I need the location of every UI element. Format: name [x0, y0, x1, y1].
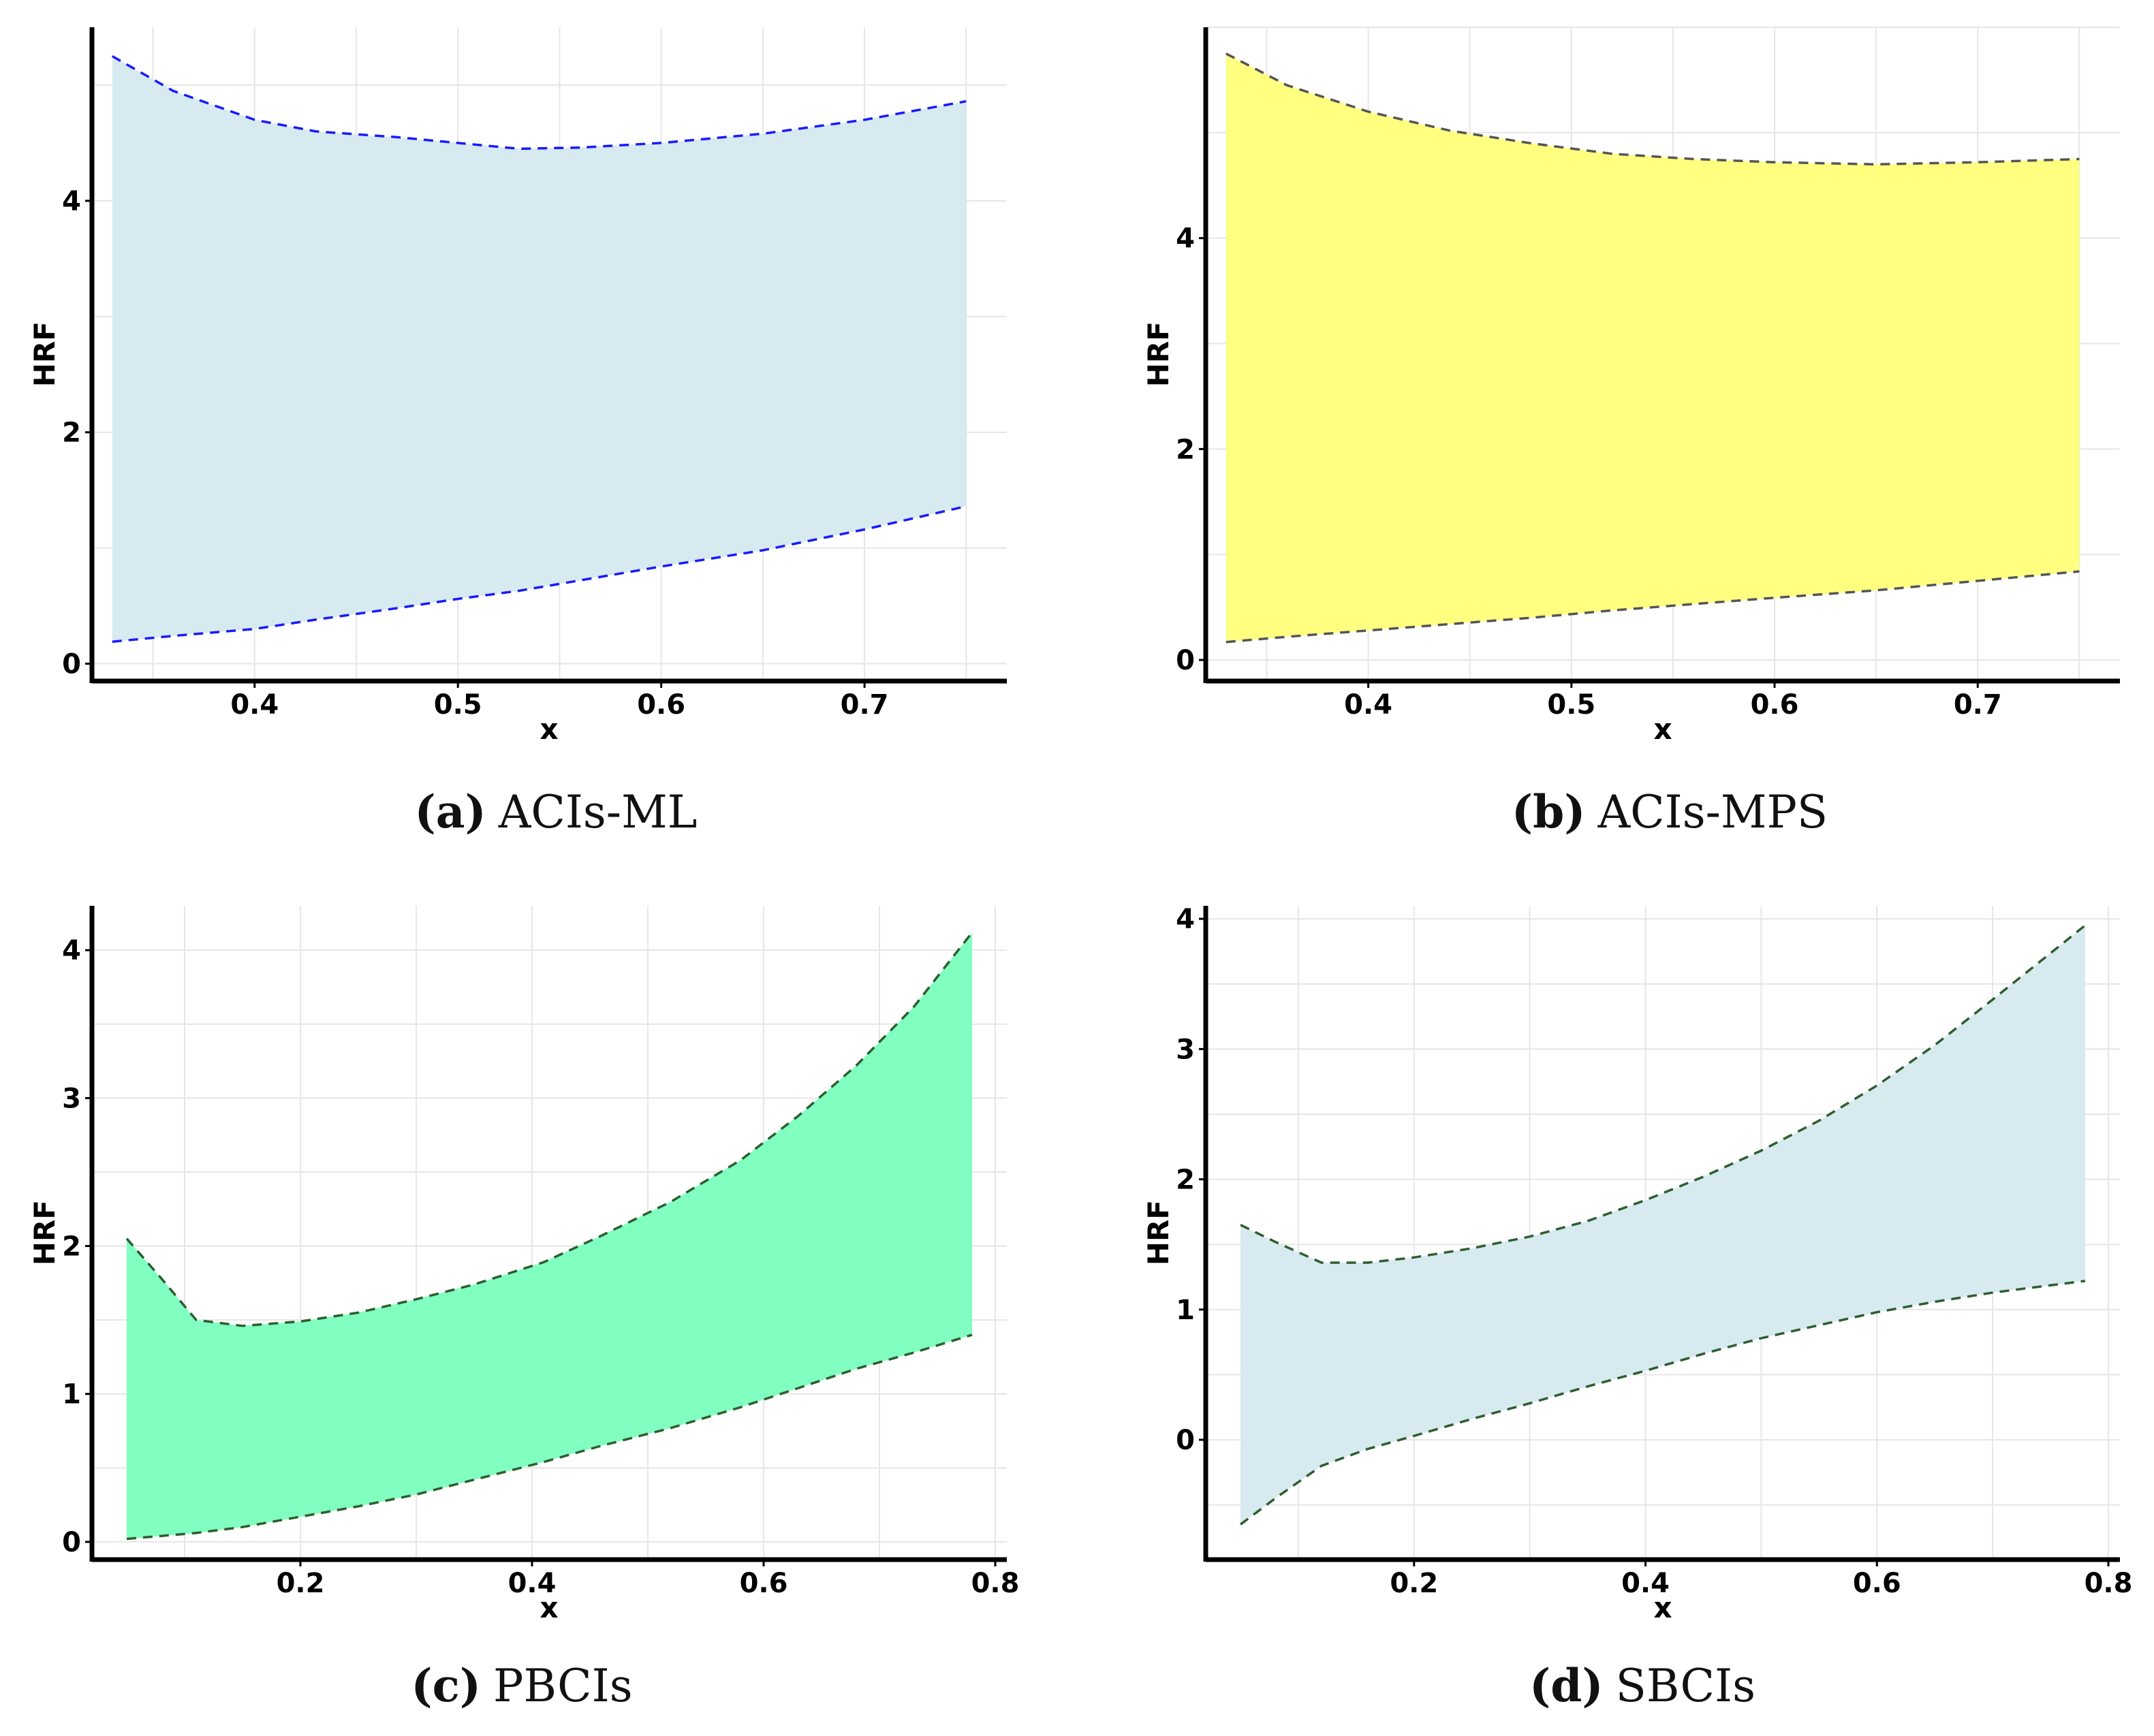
panel-a-ytick-label-1: 2	[62, 417, 81, 449]
panel-a-xtick-label-3: 0.7	[841, 689, 889, 721]
panel-b-confidence-band	[1226, 53, 2080, 642]
panel-c-xtick-label-3: 0.8	[971, 1568, 1020, 1599]
panel-c-caption-text: PBCIs	[493, 1660, 633, 1712]
panel-b: 0.4 0.5 0.6 0.7 0 2 4 x HRF (b) ACIs-MPS	[1142, 27, 2120, 838]
panel-c-xlabel: x	[540, 1591, 558, 1624]
panel-d-lower-bound-line	[1239, 1280, 2086, 1526]
panel-b-ytick-label-0: 0	[1176, 645, 1195, 676]
panel-d: 0.2 0.4 0.6 0.8 0 1 2 3 4 x HRF (d) SBCIs	[1142, 904, 2132, 1712]
panel-c-ticks: 0.2 0.4 0.6 0.8 0 1 2 3 4	[62, 935, 1019, 1599]
panel-d-ylabel: HRF	[1142, 1200, 1175, 1265]
panel-a: 0.4 0.5 0.6 0.7 0 2 4 x HRF (a) ACIs-ML	[28, 27, 1007, 838]
panel-b-xtick-label-1: 0.5	[1547, 689, 1595, 721]
panel-b-ytick-label-2: 4	[1176, 223, 1195, 255]
panel-c-lower-bound-line	[126, 1333, 973, 1541]
panel-a-caption: (a) ACIs-ML	[414, 785, 697, 838]
panel-a-confidence-band	[112, 56, 967, 642]
panel-c-ytick-label-4: 4	[62, 935, 81, 966]
panel-d-caption: (d) SBCIs	[1529, 1659, 1755, 1712]
panel-c-ytick-label-3: 3	[62, 1083, 81, 1114]
panel-b-upper-bound-line	[1225, 52, 2080, 166]
panel-a-xtick-label-1: 0.5	[434, 689, 482, 721]
panel-a-ytick-label-2: 4	[62, 186, 81, 217]
panel-d-ytick-label-0: 0	[1176, 1425, 1195, 1456]
panel-d-ytick-label-4: 4	[1176, 904, 1195, 935]
panel-b-xlabel: x	[1653, 712, 1672, 746]
panel-c-xtick-label-1: 0.4	[508, 1568, 557, 1599]
panel-c-caption: (c) PBCIs	[411, 1659, 632, 1712]
panel-b-ylabel: HRF	[1142, 321, 1175, 387]
panel-d-caption-text: SBCIs	[1616, 1660, 1755, 1712]
panel-d-ytick-label-3: 3	[1176, 1034, 1195, 1065]
panel-c-ylabel: HRF	[28, 1200, 61, 1265]
panel-a-xtick-label-2: 0.6	[637, 689, 685, 721]
panel-c-upper-bound-line	[125, 932, 973, 1327]
panel-c-ytick-label-1: 1	[62, 1379, 81, 1410]
panel-d-caption-letter: (d)	[1529, 1659, 1604, 1712]
panel-c-caption-letter: (c)	[411, 1659, 481, 1712]
panel-d-ytick-label-1: 1	[1176, 1295, 1195, 1326]
panel-b-ticks: 0.4 0.5 0.6 0.7 0 2 4	[1176, 223, 2002, 721]
panel-c-xtick-label-2: 0.6	[740, 1568, 788, 1599]
panel-b-xtick-label-3: 0.7	[1954, 689, 2002, 721]
panel-c-ytick-label-0: 0	[62, 1527, 81, 1558]
panel-b-xtick-label-2: 0.6	[1751, 689, 1799, 721]
panel-b-caption-text: ACIs-MPS	[1597, 786, 1828, 838]
panel-a-lower-bound-line	[112, 505, 967, 643]
panel-d-ticks: 0.2 0.4 0.6 0.8 0 1 2 3 4	[1176, 904, 2132, 1599]
panel-d-xlabel: x	[1653, 1591, 1672, 1624]
panel-a-caption-text: ACIs-ML	[498, 786, 698, 838]
panel-b-caption-letter: (b)	[1512, 785, 1586, 838]
panel-d-xtick-label-0: 0.2	[1390, 1568, 1438, 1599]
panel-a-ylabel: HRF	[28, 321, 61, 387]
panel-a-xtick-label-0: 0.4	[230, 689, 279, 721]
panel-d-ytick-label-2: 2	[1176, 1165, 1195, 1196]
panel-c: 0.2 0.4 0.6 0.8 0 1 2 3 4 x HRF (c) PBCIs	[28, 906, 1019, 1712]
panel-c-xtick-label-0: 0.2	[277, 1568, 325, 1599]
panel-c-confidence-band	[127, 932, 972, 1539]
panel-a-ytick-label-0: 0	[62, 649, 81, 680]
panel-d-xtick-label-1: 0.4	[1621, 1568, 1670, 1599]
panel-b-caption: (b) ACIs-MPS	[1512, 785, 1828, 838]
panel-a-ticks: 0.4 0.5 0.6 0.7 0 2 4	[62, 186, 888, 721]
panel-b-lower-bound-line	[1226, 570, 2080, 644]
panel-c-ytick-label-2: 2	[62, 1231, 81, 1263]
panel-a-caption-letter: (a)	[414, 785, 486, 838]
panel-d-xtick-label-3: 0.8	[2085, 1568, 2133, 1599]
panel-b-ytick-label-1: 2	[1176, 434, 1195, 465]
panel-d-xtick-label-2: 0.6	[1853, 1568, 1901, 1599]
panel-d-confidence-band	[1240, 925, 2085, 1525]
panel-a-xlabel: x	[540, 712, 558, 746]
panel-b-xtick-label-0: 0.4	[1344, 689, 1392, 721]
